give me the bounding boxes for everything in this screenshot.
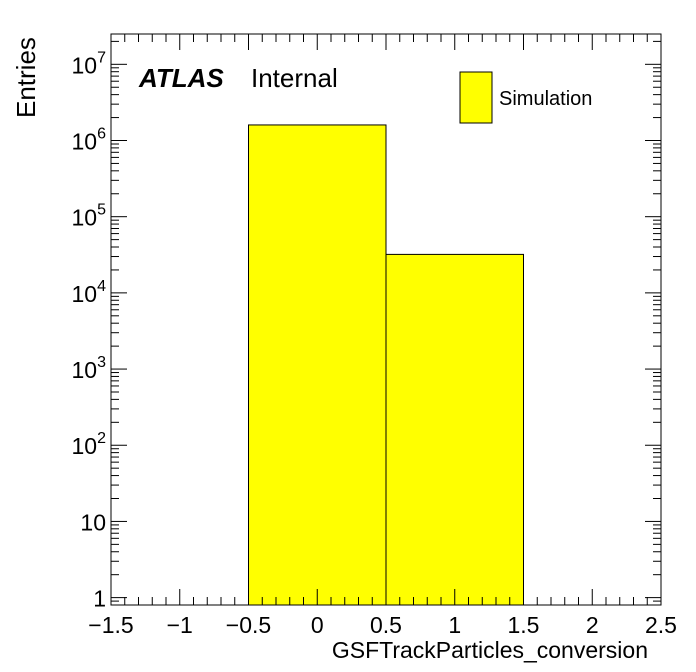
- plot-frame: [110, 33, 662, 606]
- y-tick-label: 104: [72, 278, 107, 307]
- x-tick-label: −1: [167, 612, 193, 638]
- atlas-sublabel: Internal: [251, 63, 338, 93]
- x-tick-label: 0.5: [370, 612, 402, 638]
- y-tick-label: 1: [93, 586, 106, 612]
- legend-swatch: [459, 71, 493, 124]
- x-tick-label: 1.5: [508, 612, 540, 638]
- histogram-bin-1: [385, 253, 524, 606]
- x-tick-label: 2: [586, 612, 599, 638]
- y-tick-label: 107: [72, 49, 107, 78]
- x-tick-label: 1: [448, 612, 461, 638]
- legend-entry-label: Simulation: [499, 88, 592, 110]
- x-tick-label: 0: [311, 612, 324, 638]
- x-axis-label: GSFTrackParticles_conversion: [332, 637, 648, 663]
- histogram-bars: [248, 124, 524, 606]
- x-tick-label: 2.5: [645, 612, 677, 638]
- y-tick-label: 10: [80, 509, 106, 535]
- y-tick-label: 102: [72, 430, 107, 459]
- y-tick-label: 106: [72, 126, 107, 155]
- histogram-bin-0: [248, 124, 387, 606]
- y-axis-label: Entries: [11, 37, 41, 118]
- x-tick-label: −1.5: [88, 612, 133, 638]
- atlas-label: ATLAS: [138, 63, 224, 93]
- legend: Simulation: [459, 71, 592, 124]
- y-tick-label: 105: [72, 202, 107, 231]
- x-tick-label: −0.5: [226, 612, 271, 638]
- y-tick-label: 103: [72, 354, 107, 383]
- y-axis-ticks: 1 10 102 103 104 105 106 107: [72, 40, 661, 612]
